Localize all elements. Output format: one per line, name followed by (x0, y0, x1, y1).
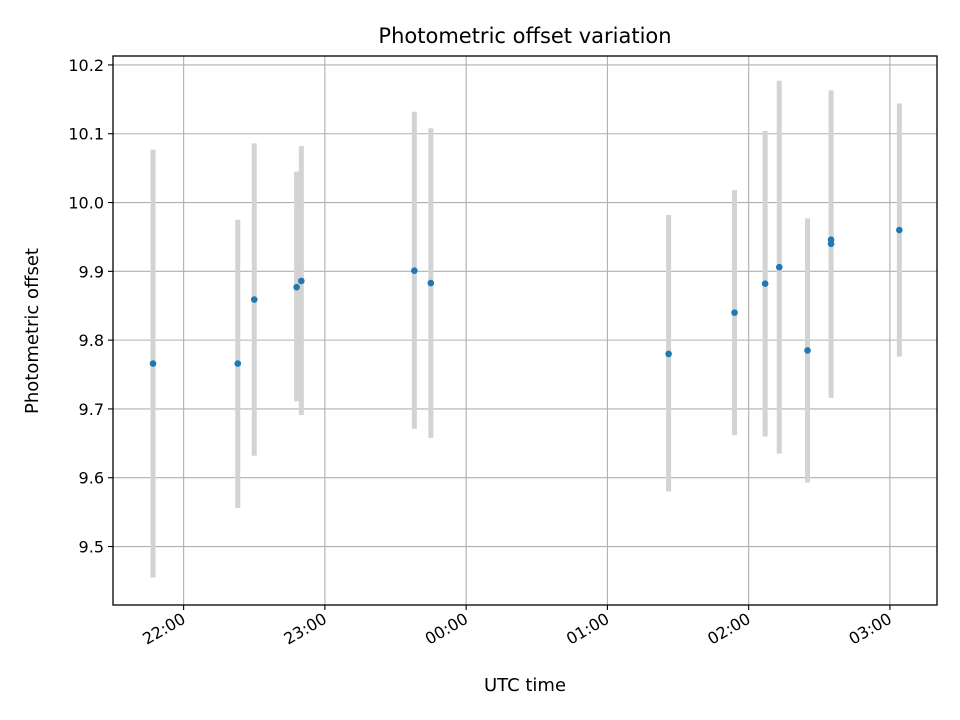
chart-title: Photometric offset variation (378, 24, 671, 48)
data-point (827, 236, 835, 243)
y-tick-label: 10.1 (68, 125, 104, 144)
data-points (149, 226, 903, 367)
x-axis-label: UTC time (484, 675, 566, 696)
data-point (761, 280, 769, 288)
data-point (298, 277, 305, 285)
grid-lines (113, 56, 937, 605)
data-point (731, 309, 738, 316)
data-point (427, 279, 435, 287)
y-tick-label: 9.8 (79, 331, 104, 350)
y-tick-label: 10.2 (68, 56, 104, 75)
plot-frame (112, 55, 938, 606)
y-axis-ticks: 9.5 9.6 9.7 9.8 9.9 10.0 10.1 10.2 (68, 56, 113, 557)
y-tick-label: 10.0 (68, 194, 104, 213)
data-point (293, 283, 300, 291)
data-point (804, 347, 811, 354)
y-axis-label: Photometric offset (22, 248, 43, 414)
data-point (149, 360, 157, 367)
data-point (250, 296, 258, 303)
y-tick-label: 9.5 (79, 538, 104, 557)
y-tick-label: 9.9 (79, 262, 104, 281)
data-point (896, 226, 903, 234)
data-point (665, 350, 672, 358)
data-point (411, 267, 418, 274)
y-tick-label: 9.6 (79, 469, 104, 488)
data-point (775, 263, 783, 271)
data-point (234, 360, 242, 367)
y-tick-label: 9.7 (79, 400, 104, 419)
